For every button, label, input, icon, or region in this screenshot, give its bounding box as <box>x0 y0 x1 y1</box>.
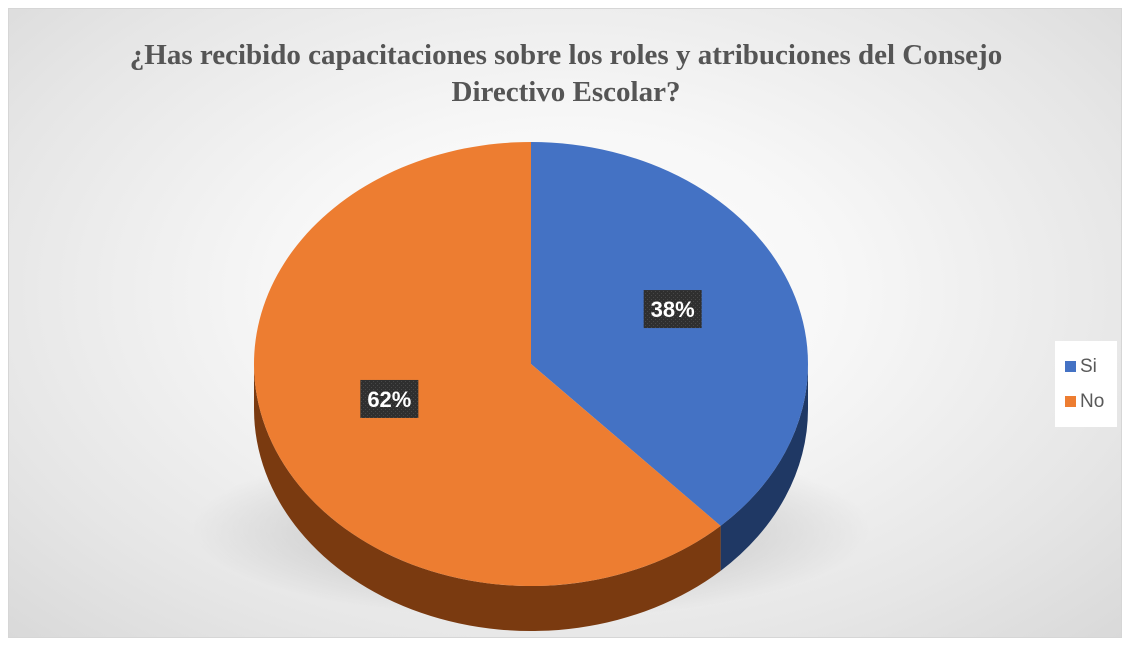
legend-item-no: No <box>1055 384 1117 419</box>
pie-sides <box>254 364 808 632</box>
legend-swatch-no <box>1065 396 1076 407</box>
chart-title: ¿Has recibido capacitaciones sobre los r… <box>129 39 1003 108</box>
data-label-no: 62% <box>360 379 419 418</box>
data-label-text: 38% <box>651 297 695 322</box>
pie-side-si <box>720 364 808 571</box>
pie-chart: 38% 62% <box>191 142 871 632</box>
legend-item-si: Si <box>1055 349 1117 384</box>
legend: Si No <box>1055 341 1117 427</box>
data-label-si: 38% <box>643 290 702 329</box>
data-label-box <box>643 290 702 329</box>
legend-label-no: No <box>1080 390 1105 412</box>
data-label-box <box>360 379 419 418</box>
pie-data-labels: 38% 62% <box>360 290 702 418</box>
pie-side-no <box>254 364 721 632</box>
pie-slice-no <box>253 142 721 586</box>
data-label-text: 62% <box>367 387 411 412</box>
legend-swatch-si <box>1065 361 1076 372</box>
legend-label-si: Si <box>1080 355 1097 377</box>
chart-area: ¿Has recibido capacitaciones sobre los r… <box>8 8 1122 638</box>
pie-slices <box>253 142 808 586</box>
pie-slice-si <box>531 142 808 526</box>
